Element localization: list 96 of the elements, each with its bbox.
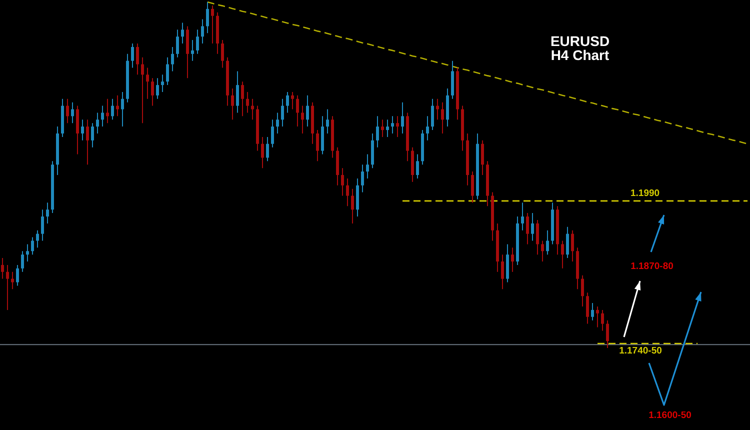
candlestick: [6, 264, 9, 310]
candlestick: [426, 116, 429, 141]
candlestick: [146, 67, 149, 100]
candlestick: [111, 98, 114, 120]
candlestick: [326, 108, 329, 134]
candlestick: [526, 212, 529, 245]
candlestick: [96, 112, 99, 134]
candlestick: [236, 70, 239, 114]
candlestick: [606, 320, 609, 348]
candlestick: [246, 91, 249, 114]
candlestick: [281, 98, 284, 128]
candlestick: [151, 78, 154, 106]
candlestick: [266, 136, 269, 162]
candlestick: [536, 219, 539, 256]
candlestick: [441, 102, 444, 134]
candlestick: [341, 168, 344, 196]
candlestick: [276, 112, 279, 134]
candlestick: [21, 250, 24, 272]
candlestick: [221, 40, 224, 68]
candlestick: [231, 88, 234, 120]
series-label: 1.1740-50: [619, 346, 662, 356]
annotation: 1.1870-80: [630, 261, 674, 272]
candlestick: [401, 102, 404, 134]
candlestick: [31, 236, 34, 256]
text: H4 Chart: [550, 47, 610, 63]
candlestick: [141, 56, 144, 124]
candlestick: [286, 91, 289, 114]
candlestick: [351, 188, 354, 224]
candlestick: [101, 105, 104, 128]
candlestick: [201, 18, 204, 44]
text: EURUSD: [550, 33, 610, 49]
candlestick: [211, 4, 214, 44]
candlestick: [521, 202, 524, 231]
candlestick: [571, 230, 574, 262]
candlestick: [316, 130, 319, 162]
candlestick: [81, 119, 84, 141]
candlestick: [396, 116, 399, 138]
candlestick: [41, 209, 44, 242]
candlestick: [596, 306, 599, 328]
candlestick: [241, 81, 244, 117]
candlestick: [196, 29, 199, 54]
candlestick: [471, 171, 474, 204]
candlestick: [306, 94, 309, 128]
candlestick: [436, 98, 439, 120]
candlestick: [251, 98, 254, 120]
candlestick: [11, 271, 14, 290]
candlestick: [301, 105, 304, 134]
candlestick: [601, 309, 604, 332]
candlestick: [136, 43, 139, 76]
candlestick: [481, 140, 484, 176]
candlestick: [26, 244, 29, 262]
candlestick: [416, 154, 419, 179]
candlestick: [591, 302, 594, 321]
candlestick: [71, 102, 74, 124]
candlestick: [566, 226, 569, 259]
candlestick: [191, 40, 194, 62]
candlestick: [156, 78, 159, 100]
candlestick: [161, 74, 164, 92]
candlestick: [501, 254, 504, 290]
candlestick: [66, 98, 69, 124]
candlestick: [291, 91, 294, 110]
candlestick: [206, 2, 209, 34]
candlestick: [546, 230, 549, 256]
candlestick: [181, 22, 184, 44]
series-label: 1.1990: [630, 188, 660, 199]
text: 1.1600-50: [648, 410, 692, 421]
candlestick: [376, 116, 379, 148]
candlestick: [381, 119, 384, 138]
candlestick: [106, 98, 109, 124]
candlestick: [116, 94, 119, 117]
candlestick: [361, 164, 364, 193]
candlestick: [131, 43, 134, 68]
candlestick: [366, 154, 369, 179]
candlestick: [586, 292, 589, 324]
candlestick: [86, 119, 89, 166]
candlestick: [511, 247, 514, 272]
candlestick: [541, 240, 544, 262]
candlestick: [36, 230, 39, 248]
candlestick: [296, 94, 299, 128]
candlestick: [581, 274, 584, 307]
candlestick: [261, 136, 264, 169]
candlestick: [171, 46, 174, 72]
candlestick: [121, 91, 124, 128]
candlestick: [46, 202, 49, 224]
candlestick: [1, 258, 4, 280]
candlestick: [271, 119, 274, 148]
candlestick: [91, 122, 94, 148]
candlestick: [431, 98, 434, 131]
candlestick: [561, 240, 564, 269]
candlestick: [166, 56, 169, 86]
candlestick: [176, 29, 179, 58]
candlestick: [386, 119, 389, 138]
candlestick: [391, 116, 394, 134]
candlestick: [531, 212, 534, 242]
candlestick: [346, 178, 349, 207]
candlestick: [16, 264, 19, 286]
